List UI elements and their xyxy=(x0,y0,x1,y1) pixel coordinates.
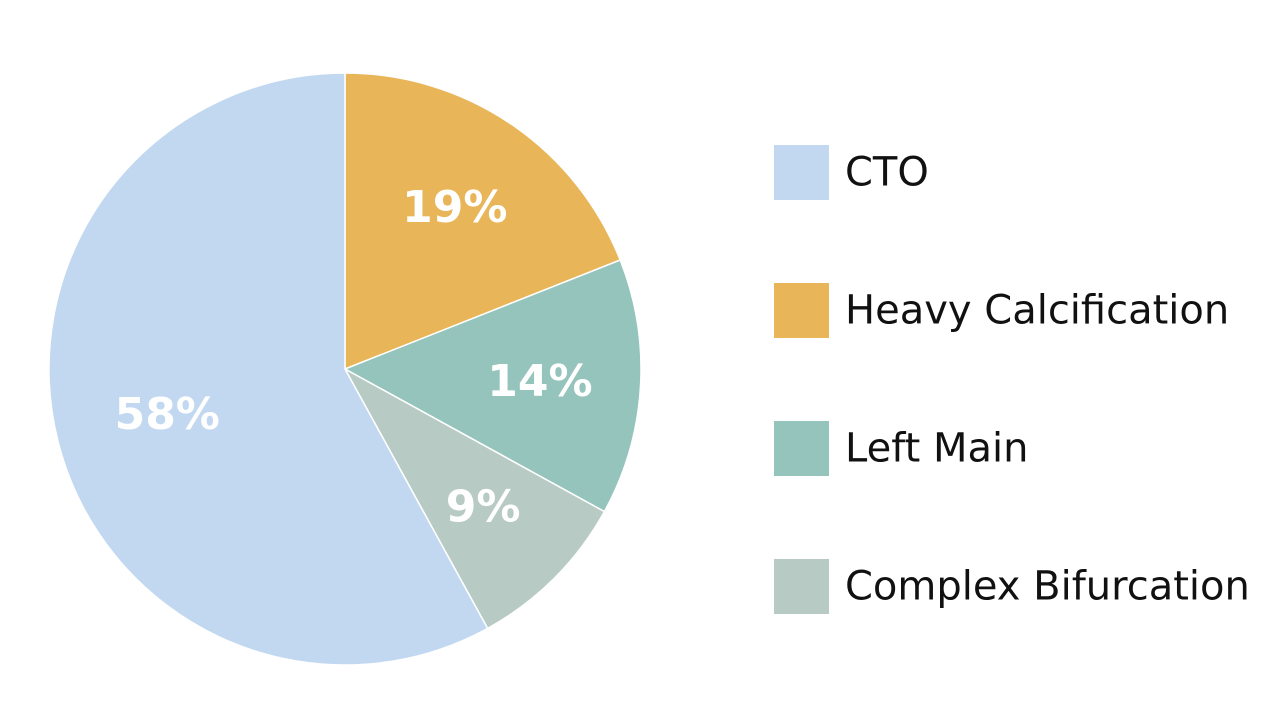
slice-label-complex-bifurcation: 9% xyxy=(446,482,521,533)
legend-item-heavy-calcification: Heavy Calcification xyxy=(774,283,1229,338)
pie-slice-heavy-calcification xyxy=(344,72,622,371)
legend-label: CTO xyxy=(845,150,929,196)
legend: CTO Heavy Calcification Left Main Complex B… xyxy=(774,145,1250,614)
legend-swatch xyxy=(774,559,829,614)
pie-group xyxy=(48,72,642,666)
legend-item-cto: CTO xyxy=(774,145,929,200)
legend-label: Complex Bifurcation xyxy=(845,564,1250,610)
pie-slice-cto xyxy=(48,72,489,666)
pie-slice-left-main xyxy=(343,259,642,513)
slice-label-cto: 58% xyxy=(115,389,220,440)
slice-label-left-main: 14% xyxy=(487,356,592,407)
pie-slice-complex-bifurcation xyxy=(343,367,606,630)
legend-label: Heavy Calcification xyxy=(845,288,1229,334)
legend-swatch xyxy=(774,145,829,200)
legend-item-complex-bifurcation: Complex Bifurcation xyxy=(774,559,1250,614)
legend-label: Left Main xyxy=(845,426,1028,472)
legend-swatch xyxy=(774,421,829,476)
legend-item-left-main: Left Main xyxy=(774,421,1028,476)
pie-labels-group: 19% 14% 9% 58% xyxy=(115,182,593,533)
slice-label-heavy-calcification: 19% xyxy=(402,182,507,233)
legend-swatch xyxy=(774,283,829,338)
